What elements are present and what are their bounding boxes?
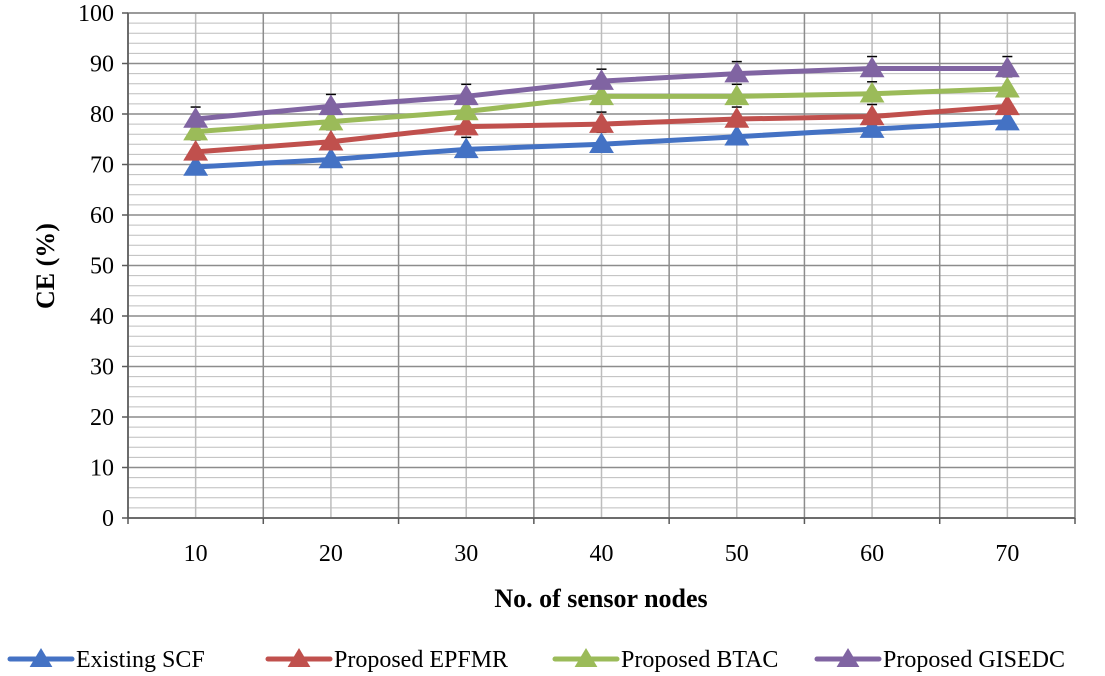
- x-tick-label: 30: [454, 541, 478, 567]
- x-tick-label: 50: [725, 541, 749, 567]
- data-point: [724, 84, 750, 106]
- legend-marker: [574, 648, 598, 667]
- y-tick-label: 90: [90, 52, 114, 78]
- data-point: [318, 147, 344, 169]
- data-point: [859, 104, 885, 126]
- data-point: [724, 107, 750, 128]
- legend-label: Proposed GISEDC: [883, 647, 1065, 673]
- minor-gridlines: [128, 13, 1075, 518]
- data-point: [859, 81, 885, 103]
- y-tick-label: 60: [90, 203, 114, 229]
- legend-item: Existing SCF: [7, 647, 205, 673]
- data-point: [183, 139, 209, 161]
- y-axis-title: CE (%): [31, 223, 60, 309]
- y-axis: 0 10 20 30 40 50 60 70 80 90 100: [78, 1, 128, 532]
- x-axis-title: No. of sensor nodes: [494, 584, 707, 613]
- data-point: [318, 109, 344, 131]
- data-point: [183, 119, 209, 141]
- x-tick-label: 10: [184, 541, 208, 567]
- legend: Existing SCF Proposed EPFMR Proposed BTAC P…: [7, 647, 1065, 673]
- x-tick-label: 20: [319, 541, 343, 567]
- series-proposed-gisedc: [183, 55, 1020, 128]
- series-existing-scf: [183, 108, 1020, 176]
- x-tick-label: 70: [995, 541, 1019, 567]
- legend-label: Existing SCF: [76, 647, 205, 673]
- y-tick-label: 100: [78, 1, 114, 27]
- y-tick-label: 10: [90, 456, 114, 482]
- series-proposed-epfmr: [183, 93, 1020, 161]
- legend-marker: [287, 648, 311, 667]
- y-tick-label: 70: [90, 153, 114, 179]
- data-point: [994, 109, 1020, 131]
- legend-label: Proposed EPFMR: [334, 647, 508, 673]
- x-tick-label: 40: [590, 541, 614, 567]
- y-tick-label: 80: [90, 102, 114, 128]
- data-point: [453, 84, 479, 106]
- data-point: [994, 56, 1020, 78]
- legend-marker: [836, 648, 860, 667]
- legend-item: Proposed EPFMR: [265, 647, 508, 673]
- data-point: [453, 114, 479, 136]
- legend-label: Proposed BTAC: [621, 647, 778, 673]
- data-point: [453, 137, 479, 159]
- data-point: [859, 117, 885, 138]
- y-tick-label: 20: [90, 405, 114, 431]
- legend-item: Proposed BTAC: [552, 647, 778, 673]
- data-point: [183, 107, 209, 128]
- y-tick-label: 30: [90, 355, 114, 381]
- x-tick-label: 60: [860, 541, 884, 567]
- data-point: [994, 94, 1020, 116]
- data-point: [589, 132, 614, 154]
- data-point: [724, 124, 750, 146]
- data-point: [318, 94, 344, 116]
- data-point: [183, 155, 209, 176]
- y-tick-label: 40: [90, 304, 114, 330]
- y-tick-label: 0: [102, 506, 114, 532]
- series-proposed-btac: [183, 76, 1020, 141]
- data-point: [453, 99, 479, 121]
- legend-marker: [29, 648, 53, 667]
- y-tick-label: 50: [90, 254, 114, 280]
- series-layer: [183, 55, 1020, 176]
- data-point: [859, 56, 885, 78]
- data-point: [589, 112, 614, 133]
- legend-item: Proposed GISEDC: [814, 647, 1065, 673]
- data-point: [589, 84, 614, 106]
- data-point: [994, 76, 1020, 98]
- data-point: [589, 69, 614, 90]
- data-point: [318, 129, 344, 151]
- x-axis: 10 20 30 40 50 60 70: [127, 518, 1076, 567]
- data-point: [724, 61, 750, 83]
